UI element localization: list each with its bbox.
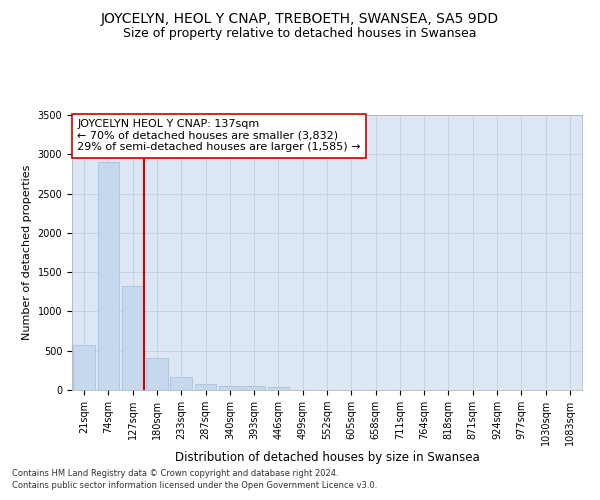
Text: JOYCELYN HEOL Y CNAP: 137sqm
← 70% of detached houses are smaller (3,832)
29% of: JOYCELYN HEOL Y CNAP: 137sqm ← 70% of de… (77, 119, 361, 152)
Bar (146, 358, 168, 390)
Text: Contains HM Land Registry data © Crown copyright and database right 2024.: Contains HM Land Registry data © Crown c… (12, 468, 338, 477)
Bar (268, 387, 289, 390)
Bar (170, 378, 192, 390)
Bar (97, 162, 119, 390)
X-axis label: Distribution of detached houses by size in Swansea: Distribution of detached houses by size … (175, 450, 479, 464)
Bar (73, 345, 95, 390)
Text: Size of property relative to detached houses in Swansea: Size of property relative to detached ho… (123, 28, 477, 40)
Bar (194, 384, 217, 390)
Y-axis label: Number of detached properties: Number of detached properties (22, 165, 32, 340)
Text: JOYCELYN, HEOL Y CNAP, TREBOETH, SWANSEA, SA5 9DD: JOYCELYN, HEOL Y CNAP, TREBOETH, SWANSEA… (101, 12, 499, 26)
Bar (122, 286, 143, 390)
Bar (243, 386, 265, 390)
Bar (219, 386, 241, 390)
Text: Contains public sector information licensed under the Open Government Licence v3: Contains public sector information licen… (12, 481, 377, 490)
